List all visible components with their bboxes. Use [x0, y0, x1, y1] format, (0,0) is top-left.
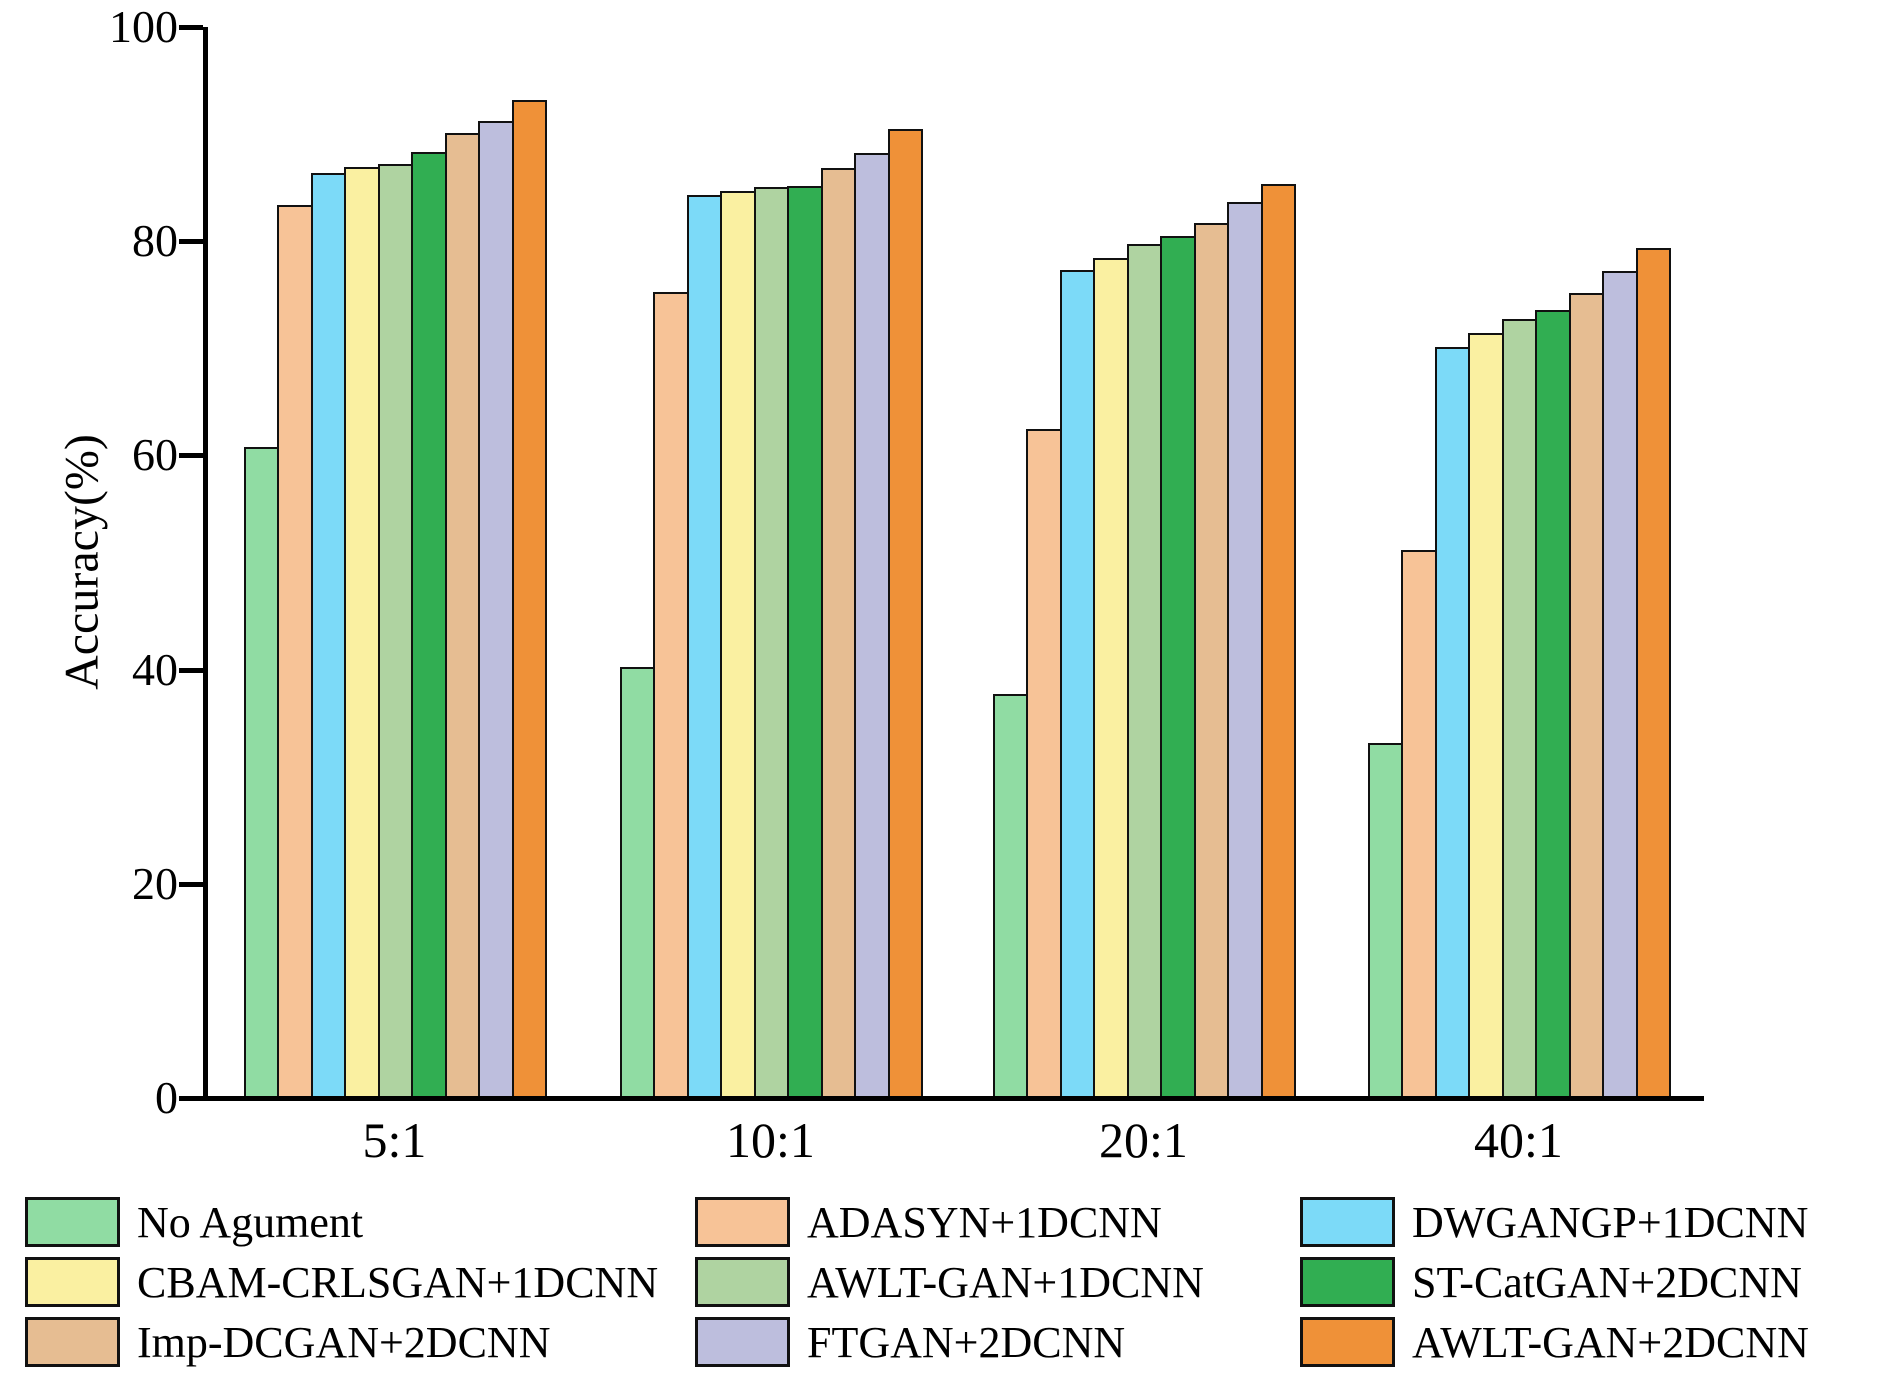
- bar: [1059, 270, 1096, 1100]
- bar: [277, 204, 313, 1100]
- bar: [1602, 271, 1638, 1100]
- legend-swatch: [695, 1197, 790, 1247]
- x-tick-label: 10:1: [726, 1112, 815, 1168]
- bar: [1160, 235, 1196, 1100]
- bar: [1026, 428, 1062, 1100]
- bar: [1568, 292, 1605, 1100]
- bar: [1126, 244, 1163, 1100]
- legend-swatch: [695, 1317, 790, 1367]
- bar: [993, 694, 1029, 1100]
- bar: [887, 128, 923, 1100]
- bar: [720, 190, 756, 1100]
- legend-swatch: [25, 1197, 120, 1247]
- x-tick-label: 20:1: [1099, 1112, 1188, 1168]
- y-tick-label: 80: [132, 215, 178, 267]
- y-tick-mark: [179, 881, 203, 887]
- bar: [1401, 549, 1437, 1100]
- bar: [620, 667, 656, 1100]
- bar: [411, 152, 447, 1100]
- bar: [1368, 743, 1404, 1100]
- y-tick-mark: [179, 1096, 203, 1101]
- bar: [444, 133, 481, 1100]
- y-tick-label: 0: [155, 1072, 178, 1123]
- bar: [1501, 319, 1538, 1100]
- x-tick-label: 5:1: [362, 1112, 427, 1168]
- bar: [854, 153, 890, 1100]
- bar: [377, 164, 414, 1100]
- legend-swatch: [25, 1257, 120, 1307]
- y-axis: [203, 27, 208, 1101]
- bar: [1535, 309, 1571, 1100]
- bar: [653, 291, 689, 1100]
- bar: [753, 186, 790, 1100]
- legend-swatch: [1300, 1317, 1395, 1367]
- bar: [478, 121, 514, 1100]
- legend-label: DWGANGP+1DCNN: [1412, 1198, 1809, 1247]
- x-tick-label: 40:1: [1474, 1112, 1563, 1168]
- bar: [1635, 247, 1671, 1100]
- legend-label: ADASYN+1DCNN: [807, 1198, 1162, 1247]
- bar: [511, 99, 547, 1100]
- bar: [1093, 258, 1129, 1100]
- y-tick-label: 60: [132, 429, 178, 481]
- bar: [1260, 184, 1296, 1100]
- bar: [1193, 222, 1230, 1100]
- legend-label: No Agument: [137, 1198, 364, 1247]
- y-tick-label: 40: [132, 643, 178, 695]
- legend-label: AWLT-GAN+2DCNN: [1412, 1318, 1809, 1367]
- bar: [787, 185, 823, 1100]
- y-tick-mark: [179, 453, 203, 459]
- legend-swatch: [25, 1317, 120, 1367]
- bar: [310, 172, 347, 1100]
- legend-swatch: [1300, 1257, 1395, 1307]
- legend-swatch: [1300, 1197, 1395, 1247]
- legend-label: FTGAN+2DCNN: [807, 1318, 1126, 1367]
- bar: [1468, 333, 1504, 1100]
- y-tick-label: 100: [109, 1, 178, 52]
- y-tick-mark: [179, 667, 203, 673]
- legend-label: CBAM-CRLSGAN+1DCNN: [137, 1258, 659, 1307]
- bar: [244, 446, 280, 1100]
- bar: [1434, 347, 1471, 1100]
- y-tick-mark: [179, 25, 203, 30]
- bar: [820, 168, 857, 1100]
- legend-swatch: [695, 1257, 790, 1307]
- y-tick-mark: [179, 239, 203, 245]
- legend-label: ST-CatGAN+2DCNN: [1412, 1258, 1802, 1307]
- bar: [1227, 201, 1263, 1100]
- legend-label: Imp-DCGAN+2DCNN: [137, 1318, 551, 1367]
- bar: [686, 195, 723, 1100]
- bar: [344, 167, 380, 1100]
- legend-label: AWLT-GAN+1DCNN: [807, 1258, 1204, 1307]
- y-tick-label: 20: [132, 857, 178, 909]
- x-axis: [203, 1096, 1704, 1101]
